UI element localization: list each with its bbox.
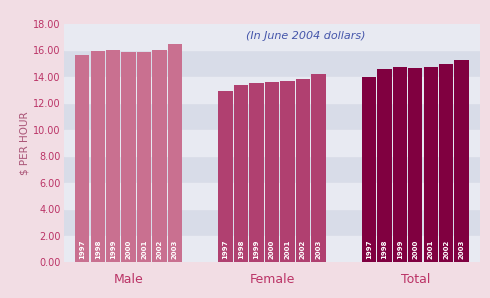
- Bar: [137, 52, 151, 262]
- Bar: [280, 81, 294, 262]
- Text: 1998: 1998: [238, 239, 244, 259]
- Bar: [392, 67, 407, 262]
- Text: 1999: 1999: [397, 239, 403, 259]
- Text: 2001: 2001: [284, 240, 291, 259]
- Bar: [234, 86, 248, 262]
- Bar: [64, 183, 480, 209]
- Bar: [454, 60, 469, 262]
- Text: 1997: 1997: [222, 239, 228, 259]
- Text: 2002: 2002: [300, 240, 306, 259]
- Text: 2000: 2000: [412, 240, 418, 259]
- Text: 2001: 2001: [141, 240, 147, 259]
- Text: 1997: 1997: [366, 239, 372, 259]
- Text: 1999: 1999: [110, 239, 116, 259]
- Bar: [75, 55, 90, 262]
- Text: 1998: 1998: [381, 239, 388, 259]
- Text: 2003: 2003: [459, 240, 465, 259]
- Bar: [377, 69, 392, 262]
- Text: (In June 2004 dollars): (In June 2004 dollars): [245, 31, 365, 41]
- Bar: [311, 74, 325, 262]
- Text: 1998: 1998: [95, 239, 101, 259]
- Text: 2002: 2002: [443, 240, 449, 259]
- Text: 2001: 2001: [428, 240, 434, 259]
- Bar: [64, 236, 480, 262]
- Bar: [362, 77, 376, 262]
- Text: Female: Female: [249, 273, 294, 286]
- Text: 2000: 2000: [269, 240, 275, 259]
- Text: 2003: 2003: [172, 240, 178, 259]
- Bar: [295, 79, 310, 262]
- Bar: [249, 83, 264, 262]
- Text: 1997: 1997: [79, 239, 85, 259]
- Text: 2002: 2002: [156, 240, 163, 259]
- Text: 2000: 2000: [125, 240, 132, 259]
- Text: Male: Male: [114, 273, 144, 286]
- Bar: [64, 24, 480, 50]
- Bar: [64, 77, 480, 103]
- Y-axis label: $ PER HOUR: $ PER HOUR: [19, 111, 29, 175]
- Bar: [439, 64, 453, 262]
- Bar: [91, 51, 105, 262]
- Bar: [106, 50, 121, 262]
- Bar: [152, 50, 167, 262]
- Text: Total: Total: [401, 273, 430, 286]
- Bar: [423, 67, 438, 262]
- Bar: [265, 82, 279, 262]
- Bar: [64, 130, 480, 156]
- Text: 1999: 1999: [253, 239, 260, 259]
- Bar: [408, 68, 422, 262]
- Bar: [122, 52, 136, 262]
- Bar: [168, 44, 182, 262]
- Text: 2003: 2003: [316, 240, 321, 259]
- Bar: [219, 91, 233, 262]
